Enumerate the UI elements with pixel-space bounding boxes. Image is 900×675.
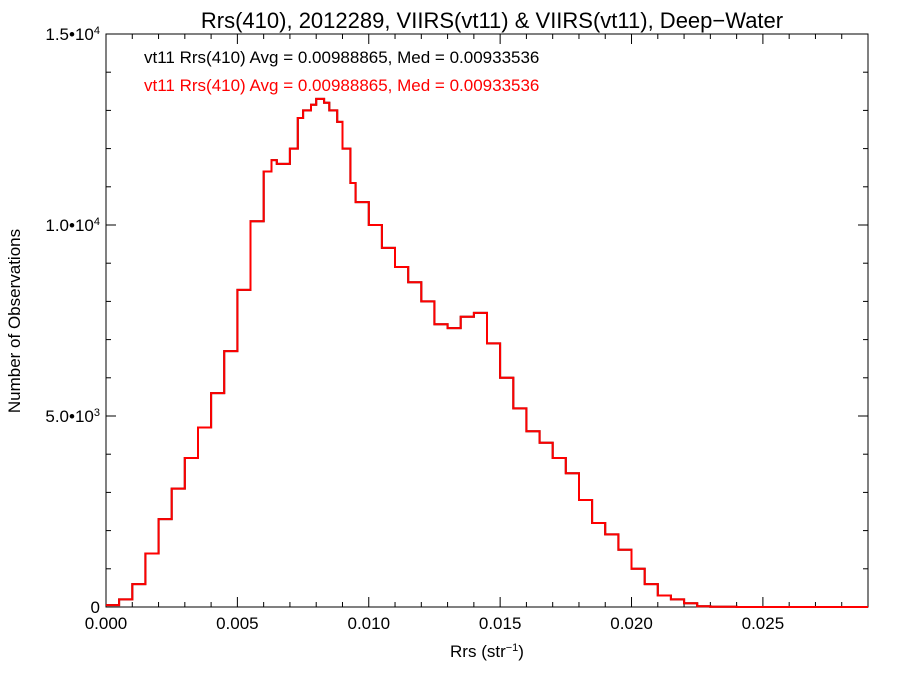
x-tick-label: 0.010 [347, 614, 390, 633]
x-tick-label: 0.005 [216, 614, 259, 633]
legend-entry: vt11 Rrs(410) Avg = 0.00988865, Med = 0.… [144, 76, 539, 95]
y-tick-label: 0 [91, 598, 100, 617]
x-tick-label: 0.020 [610, 614, 653, 633]
y-tick-label: 1.5•104 [45, 25, 100, 44]
series-line-1 [106, 97, 868, 608]
chart-title: Rrs(410), 2012289, VIIRS(vt11) & VIIRS(v… [201, 8, 783, 33]
series-layer [106, 97, 868, 608]
y-tick-label: 1.0•104 [45, 216, 100, 235]
series-line-2 [106, 97, 868, 608]
x-tick-label: 0.000 [85, 614, 128, 633]
y-tick-label: 5.0•103 [45, 407, 100, 426]
legend-entry: vt11 Rrs(410) Avg = 0.00988865, Med = 0.… [144, 48, 539, 67]
x-tick-label: 0.015 [479, 614, 522, 633]
y-axis-label: Number of Observations [5, 229, 24, 413]
axis-ticks: 0.000 0.005 0.010 0.015 0.020 0.025 0 5.0•103 1.… [45, 25, 868, 633]
legend: vt11 Rrs(410) Avg = 0.00988865, Med = 0.… [144, 48, 539, 95]
x-tick-label: 0.025 [742, 614, 785, 633]
plot-frame [105, 33, 869, 608]
x-axis-label: Rrs (str−1) [450, 642, 524, 661]
